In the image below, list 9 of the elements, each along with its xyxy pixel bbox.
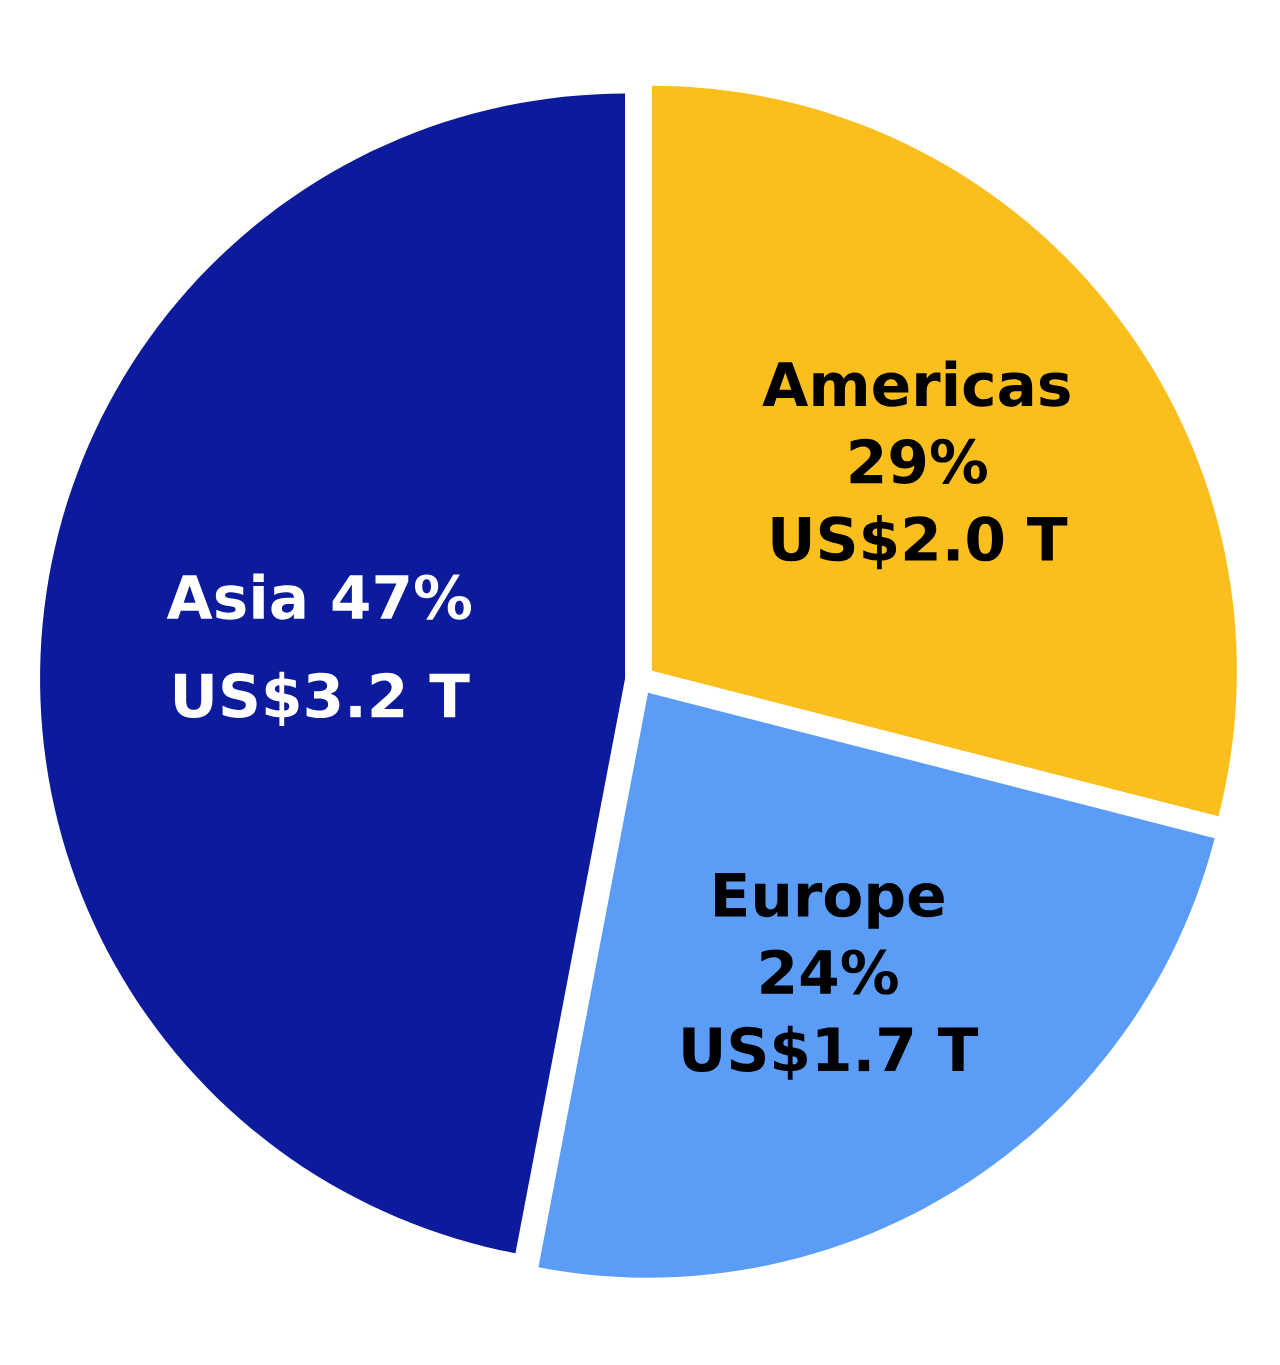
text: US$3.2 T: [174, 671, 470, 726]
text: US$2.0 T: [772, 515, 1068, 570]
data-label: 47%: [332, 574, 472, 620]
text: US$1.7 T: [683, 1025, 979, 1080]
slice-label: Americas: [762, 360, 1070, 407]
data-label: 29%: [850, 438, 987, 485]
data-label: 24%: [761, 949, 898, 995]
slice-label: Asia: [166, 573, 305, 620]
slice-label: Europe: [715, 872, 944, 929]
